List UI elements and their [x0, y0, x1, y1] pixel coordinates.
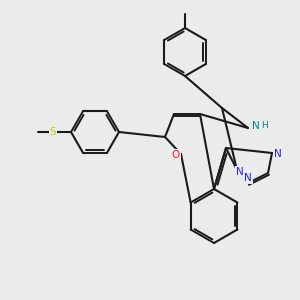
Text: S: S: [50, 127, 56, 137]
Text: N: N: [252, 121, 260, 131]
Text: N: N: [244, 173, 252, 183]
Text: N: N: [236, 167, 244, 177]
Text: H: H: [261, 122, 267, 130]
Text: N: N: [274, 149, 282, 159]
Text: O: O: [172, 150, 180, 160]
